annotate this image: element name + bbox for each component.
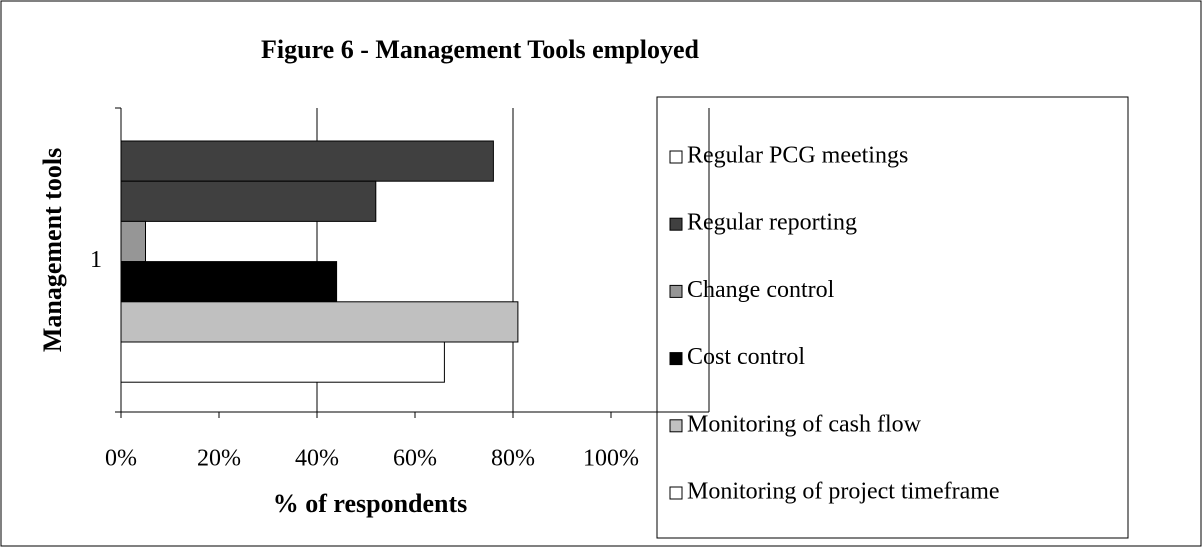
- x-axis-label: % of respondents: [273, 489, 468, 518]
- legend-swatch: [669, 419, 683, 433]
- bar: [120, 220, 146, 263]
- x-tick-label: 80%: [491, 446, 535, 472]
- x-tick-label: 0%: [105, 446, 137, 472]
- y-tick-label: 1: [90, 247, 102, 273]
- legend-label: Change control: [687, 277, 835, 303]
- legend-swatch: [669, 284, 683, 298]
- chart-title: Figure 6 - Management Tools employed: [261, 35, 699, 64]
- legend-swatch: [669, 150, 683, 164]
- legend-swatch: [669, 217, 683, 231]
- x-tick-label: 60%: [393, 446, 437, 472]
- legend-box: [656, 96, 1129, 539]
- legend-swatch: [669, 352, 683, 366]
- x-tick-label: 40%: [295, 446, 339, 472]
- bar: [120, 140, 494, 182]
- legend-label: Monitoring of project timeframe: [687, 479, 1000, 505]
- legend-swatch: [669, 486, 683, 500]
- x-tick-label: 100%: [583, 446, 639, 472]
- legend-label: Cost control: [687, 344, 805, 370]
- x-tick-label: 20%: [197, 446, 241, 472]
- legend-label: Regular PCG meetings: [687, 143, 908, 169]
- bar: [120, 180, 377, 222]
- y-axis-label: Management tools: [38, 148, 67, 352]
- legend-label: Monitoring of cash flow: [687, 411, 922, 437]
- bar: [120, 301, 519, 343]
- bar: [120, 341, 445, 383]
- bar: [120, 261, 338, 303]
- legend-label: Regular reporting: [687, 210, 857, 236]
